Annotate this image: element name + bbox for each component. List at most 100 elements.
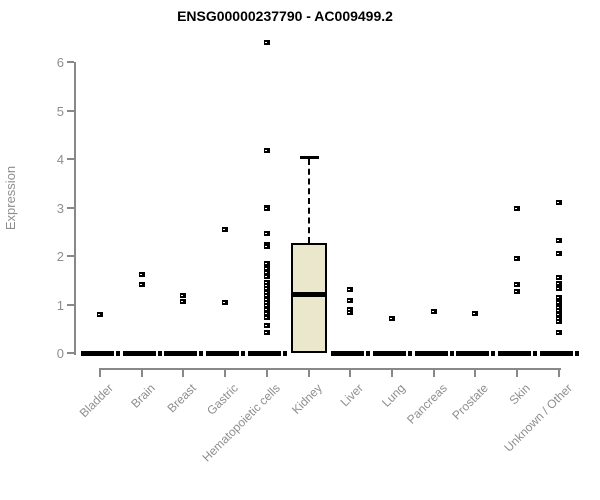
collapsed-box-bar — [373, 351, 413, 356]
outlier-point — [555, 294, 562, 300]
y-tick — [67, 303, 74, 306]
outlier-point — [263, 303, 270, 309]
outlier-point — [222, 226, 229, 232]
outlier-point — [263, 279, 270, 285]
x-tick — [99, 368, 101, 377]
outlier-point — [555, 274, 562, 280]
x-tick — [516, 368, 519, 377]
outlier-point — [263, 283, 270, 289]
outlier-point — [555, 237, 562, 243]
whisker-line — [307, 158, 310, 244]
collapsed-box-bar — [247, 351, 287, 356]
outlier-point — [514, 281, 521, 287]
y-axis-label: Expression — [3, 165, 18, 231]
outlier-point — [555, 280, 562, 286]
x-tick — [140, 368, 143, 377]
outlier-point — [555, 251, 562, 257]
outlier-point — [263, 296, 270, 302]
box-plot — [290, 243, 327, 353]
outlier-point — [514, 205, 521, 211]
outlier-point — [347, 297, 354, 303]
outlier-point — [263, 231, 270, 237]
y-tick-label: 2 — [56, 249, 64, 264]
outlier-point — [430, 308, 437, 314]
collapsed-box-bar — [81, 351, 120, 356]
outlier-point — [263, 311, 270, 317]
outlier-point — [555, 286, 562, 292]
y-tick-label: 6 — [56, 55, 64, 70]
outlier-point — [263, 329, 270, 335]
y-tick — [67, 206, 74, 209]
box-median — [292, 292, 325, 298]
outlier-point — [514, 288, 521, 294]
x-tick — [432, 368, 435, 377]
collapsed-box-bar — [206, 351, 246, 356]
outlier-point — [263, 322, 270, 328]
collapsed-box-bar — [122, 351, 162, 356]
outlier-point — [263, 148, 270, 154]
outlier-point — [263, 269, 270, 275]
x-tick — [349, 368, 352, 377]
outlier-point — [389, 315, 396, 321]
outlier-point — [555, 308, 562, 314]
y-tick-label: 1 — [56, 297, 64, 313]
outlier-point — [555, 312, 562, 318]
x-tick — [265, 368, 268, 377]
x-tick — [182, 368, 185, 377]
y-tick — [67, 61, 74, 63]
outlier-point — [263, 274, 270, 280]
outlier-point — [555, 200, 562, 206]
x-tick — [307, 368, 310, 377]
outlier-point — [263, 307, 270, 313]
outlier-point — [347, 310, 354, 316]
outlier-point — [555, 316, 562, 322]
outlier-point — [472, 310, 479, 316]
outlier-point — [222, 299, 229, 305]
x-tick — [474, 368, 477, 377]
outlier-point — [263, 293, 270, 299]
collapsed-box-bar — [164, 351, 204, 356]
outlier-point — [263, 289, 270, 295]
outlier-point — [263, 315, 270, 321]
outlier-point — [555, 319, 562, 325]
y-axis-line — [74, 62, 76, 355]
outlier-point — [347, 307, 354, 313]
y-tick-label: 4 — [56, 152, 64, 167]
chart-title: ENSG00000237790 - AC009499.2 — [177, 8, 393, 24]
outlier-point — [263, 300, 270, 306]
x-tick — [224, 368, 227, 377]
collapsed-box-bar — [456, 351, 496, 356]
outlier-point — [138, 282, 145, 288]
collapsed-box-bar — [498, 351, 538, 356]
outlier-point — [263, 244, 270, 250]
y-tick-label: 5 — [56, 103, 64, 119]
outlier-point — [263, 265, 270, 271]
outlier-point — [180, 293, 187, 299]
y-tick-label: 0 — [56, 346, 64, 361]
collapsed-box-bar — [539, 351, 579, 356]
collapsed-box-bar — [414, 351, 454, 356]
outlier-point — [263, 261, 270, 267]
y-tick — [67, 352, 74, 354]
outlier-point — [514, 256, 521, 262]
outlier-point — [555, 304, 562, 310]
y-tick-label: 3 — [56, 200, 64, 216]
y-tick — [67, 109, 74, 112]
outlier-point — [263, 286, 270, 292]
x-tick — [557, 368, 560, 377]
x-axis-line — [99, 368, 561, 370]
outlier-point — [263, 40, 270, 46]
x-tick — [391, 368, 394, 377]
collapsed-box-bar — [331, 351, 371, 356]
outlier-point — [555, 299, 562, 305]
outlier-point — [263, 206, 270, 212]
whisker-cap — [299, 155, 319, 159]
outlier-point — [138, 271, 145, 277]
outlier-point — [180, 298, 187, 304]
y-tick — [67, 255, 74, 257]
outlier-point — [97, 312, 103, 318]
outlier-point — [555, 329, 562, 335]
y-tick — [67, 158, 74, 160]
outlier-point — [347, 286, 354, 292]
